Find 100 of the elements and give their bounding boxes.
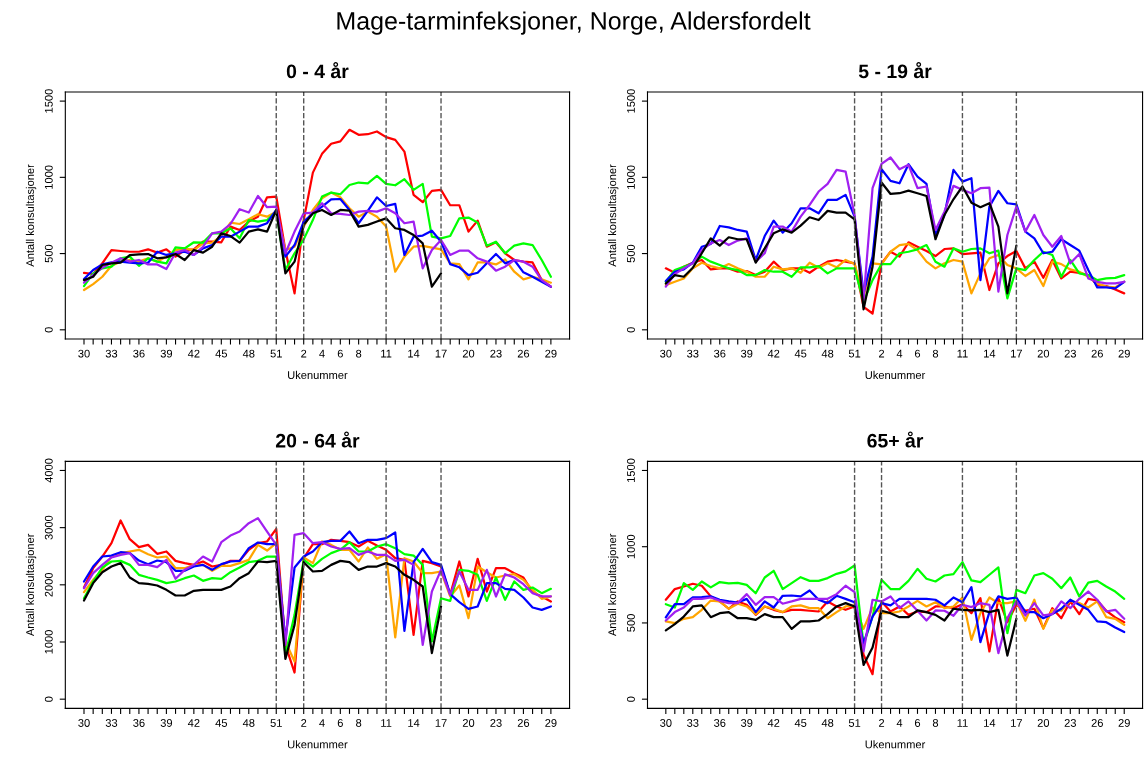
x-tick-label: 23 <box>1064 349 1076 358</box>
x-tick-label: 48 <box>242 349 255 358</box>
x-tick-label: 29 <box>545 719 557 727</box>
line-series <box>664 602 1018 666</box>
x-tick-label: 8 <box>356 349 362 358</box>
x-tick-label: 8 <box>356 719 362 727</box>
x-tick-label: 45 <box>215 719 228 727</box>
y-tick-label: 0 <box>44 696 53 702</box>
x-tick-label: 51 <box>270 719 282 727</box>
x-tick-label: 6 <box>337 349 343 358</box>
y-tick-label: 1500 <box>627 89 635 113</box>
x-tick-label: 17 <box>1011 349 1022 358</box>
x-tick-label: 26 <box>1091 719 1103 727</box>
x-tick-label: 20 <box>1037 719 1050 727</box>
x-tick-label: 30 <box>78 719 90 727</box>
x-tick-label: 45 <box>215 349 228 358</box>
x-tick-label: 33 <box>105 349 118 358</box>
x-tick-label: 23 <box>490 719 502 727</box>
x-tick-label: 30 <box>78 349 90 358</box>
x-tick-label: 14 <box>408 719 420 727</box>
line-series <box>82 208 443 288</box>
y-tick-label: 1000 <box>44 165 53 189</box>
y-tick-label: 500 <box>627 614 635 632</box>
x-axis-title: Ukenummer <box>865 370 926 380</box>
y-axis-title: Antall konsultasjoner <box>608 164 619 267</box>
y-tick-label: 500 <box>627 244 635 263</box>
y-tick-label: 1000 <box>44 630 53 654</box>
x-tick-label: 11 <box>381 349 392 358</box>
y-tick-label: 1500 <box>44 89 53 113</box>
x-tick-label: 36 <box>133 719 145 727</box>
x-tick-label: 33 <box>687 349 699 358</box>
y-tick-label: 0 <box>627 327 635 333</box>
x-tick-label: 48 <box>242 719 255 727</box>
x-tick-label: 29 <box>545 349 557 358</box>
x-tick-label: 4 <box>319 719 325 727</box>
x-tick-label: 8 <box>932 349 939 358</box>
x-tick-label: 14 <box>984 719 996 727</box>
x-tick-label: 4 <box>319 349 325 358</box>
x-axis-title: Ukenummer <box>288 370 348 380</box>
x-tick-label: 11 <box>957 349 968 358</box>
line-series <box>82 174 552 288</box>
x-tick-label: 51 <box>848 719 861 727</box>
x-tick-label: 23 <box>1064 719 1076 727</box>
x-tick-label: 11 <box>957 719 968 727</box>
x-tick-label: 33 <box>105 719 118 727</box>
x-tick-label: 30 <box>660 719 672 727</box>
x-tick-label: 26 <box>517 719 530 727</box>
x-tick-label: 39 <box>160 349 173 358</box>
x-tick-label: 51 <box>848 349 861 358</box>
x-tick-label: 11 <box>381 719 392 727</box>
x-tick-label: 26 <box>517 349 530 358</box>
x-tick-label: 26 <box>1091 349 1103 358</box>
line-series <box>664 596 1126 641</box>
x-tick-label: 8 <box>932 719 939 727</box>
y-tick-label: 0 <box>44 327 53 333</box>
x-tick-label: 39 <box>740 349 753 358</box>
y-tick-label: 2000 <box>44 572 53 597</box>
x-tick-label: 20 <box>462 719 475 727</box>
x-tick-label: 2 <box>879 349 885 358</box>
x-tick-label: 42 <box>187 719 200 727</box>
x-tick-label: 36 <box>714 719 726 727</box>
line-series <box>664 582 1126 676</box>
line-series <box>82 519 552 674</box>
x-tick-label: 29 <box>1118 719 1130 727</box>
y-tick-label: 3000 <box>44 515 53 540</box>
x-tick-label: 45 <box>794 349 807 358</box>
x-tick-label: 2 <box>301 349 307 358</box>
line-series <box>664 181 1018 311</box>
y-axis-title: Antall konsultasjoner <box>25 164 37 267</box>
x-tick-label: 42 <box>767 349 780 358</box>
chart-title: 20 - 64 år <box>275 431 360 448</box>
x-tick-label: 6 <box>337 719 343 727</box>
x-tick-label: 2 <box>301 719 307 727</box>
x-tick-label: 4 <box>896 719 903 727</box>
line-series <box>82 559 443 660</box>
chart-title: 5 - 19 år <box>858 62 932 79</box>
y-tick-label: 1500 <box>627 458 635 482</box>
x-tick-label: 20 <box>462 349 475 358</box>
x-axis-title: Ukenummer <box>865 740 926 749</box>
x-tick-label: 2 <box>879 719 885 727</box>
x-tick-label: 48 <box>821 349 834 358</box>
y-axis-title: Antall konsultasjoner <box>25 533 37 637</box>
x-tick-label: 36 <box>714 349 726 358</box>
x-tick-label: 42 <box>767 719 780 727</box>
y-tick-label: 1000 <box>627 165 635 189</box>
y-tick-label: 1000 <box>627 534 635 559</box>
text: Mage-tarminfeksjoner, Norge, Aldersfordelt <box>337 11 811 35</box>
x-tick-label: 39 <box>740 719 753 727</box>
x-tick-label: 6 <box>914 719 921 727</box>
y-axis-title: Antall konsultasjoner <box>608 533 619 637</box>
line-series <box>664 586 1126 645</box>
x-tick-label: 14 <box>984 349 996 358</box>
x-tick-label: 42 <box>187 349 200 358</box>
y-tick-label: 500 <box>44 244 53 263</box>
chart-title: 65+ år <box>867 431 924 448</box>
line-series <box>664 241 1126 315</box>
x-tick-label: 6 <box>914 349 921 358</box>
chart-title: 0 - 4 år <box>286 62 349 79</box>
x-tick-label: 48 <box>821 719 834 727</box>
x-tick-label: 29 <box>1118 349 1130 358</box>
